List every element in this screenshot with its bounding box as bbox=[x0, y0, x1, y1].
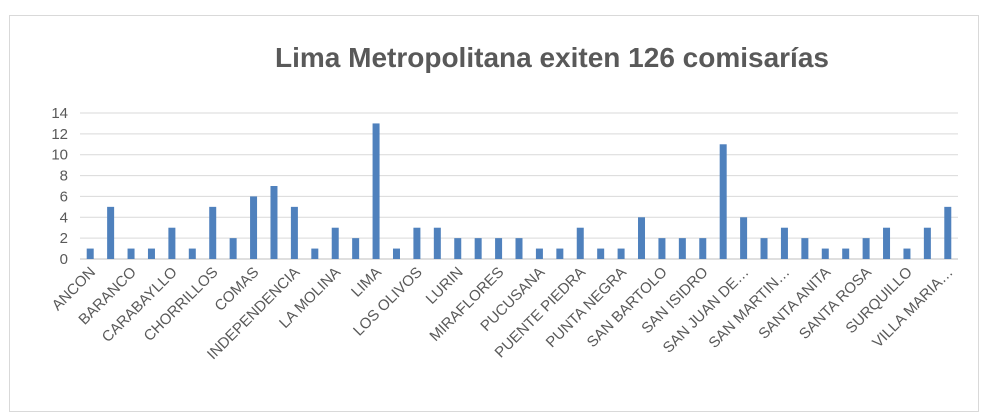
y-tick-label: 0 bbox=[60, 251, 68, 268]
bar bbox=[433, 227, 441, 259]
y-tick-label: 6 bbox=[60, 188, 68, 205]
bar bbox=[821, 248, 829, 259]
bar bbox=[331, 227, 339, 259]
chart-title: Lima Metropolitana exiten 126 comisarías bbox=[275, 42, 829, 73]
bar bbox=[842, 248, 850, 259]
bar bbox=[903, 248, 911, 259]
bar bbox=[474, 238, 482, 259]
bar bbox=[290, 206, 298, 259]
bar bbox=[495, 238, 503, 259]
bar bbox=[127, 248, 135, 259]
bar bbox=[311, 248, 319, 259]
bar bbox=[392, 248, 400, 259]
bar bbox=[454, 238, 462, 259]
bar bbox=[413, 227, 421, 259]
bar bbox=[617, 248, 625, 259]
bar bbox=[740, 217, 748, 259]
bar bbox=[147, 248, 155, 259]
x-tick-label: LIMA bbox=[348, 264, 385, 301]
bar bbox=[699, 238, 707, 259]
bar bbox=[780, 227, 788, 259]
bar bbox=[597, 248, 605, 259]
y-tick-label: 4 bbox=[60, 209, 68, 226]
bar bbox=[862, 238, 870, 259]
bar bbox=[188, 248, 196, 259]
bar bbox=[883, 227, 891, 259]
y-tick-label: 10 bbox=[51, 147, 68, 164]
bar bbox=[801, 238, 809, 259]
bar bbox=[678, 238, 686, 259]
bar bbox=[556, 248, 564, 259]
bar bbox=[658, 238, 666, 259]
bar bbox=[250, 196, 258, 259]
y-tick-label: 2 bbox=[60, 230, 68, 247]
y-tick-label: 12 bbox=[51, 126, 68, 143]
bar bbox=[209, 206, 217, 259]
chart-frame bbox=[9, 15, 979, 412]
bar bbox=[760, 238, 768, 259]
y-tick-label: 8 bbox=[60, 168, 68, 185]
bar bbox=[107, 206, 115, 259]
bar bbox=[923, 227, 931, 259]
bar bbox=[86, 248, 94, 259]
bar bbox=[270, 186, 278, 259]
bar bbox=[535, 248, 543, 259]
bar bbox=[229, 238, 237, 259]
bar bbox=[372, 123, 380, 259]
bar bbox=[638, 217, 646, 259]
bar bbox=[168, 227, 176, 259]
bar bbox=[515, 238, 523, 259]
bar bbox=[352, 238, 360, 259]
bar bbox=[944, 206, 952, 259]
y-tick-label: 14 bbox=[51, 105, 68, 122]
bar bbox=[576, 227, 584, 259]
bar bbox=[719, 144, 727, 259]
x-tick-label: CHORRILLOS bbox=[141, 264, 222, 345]
